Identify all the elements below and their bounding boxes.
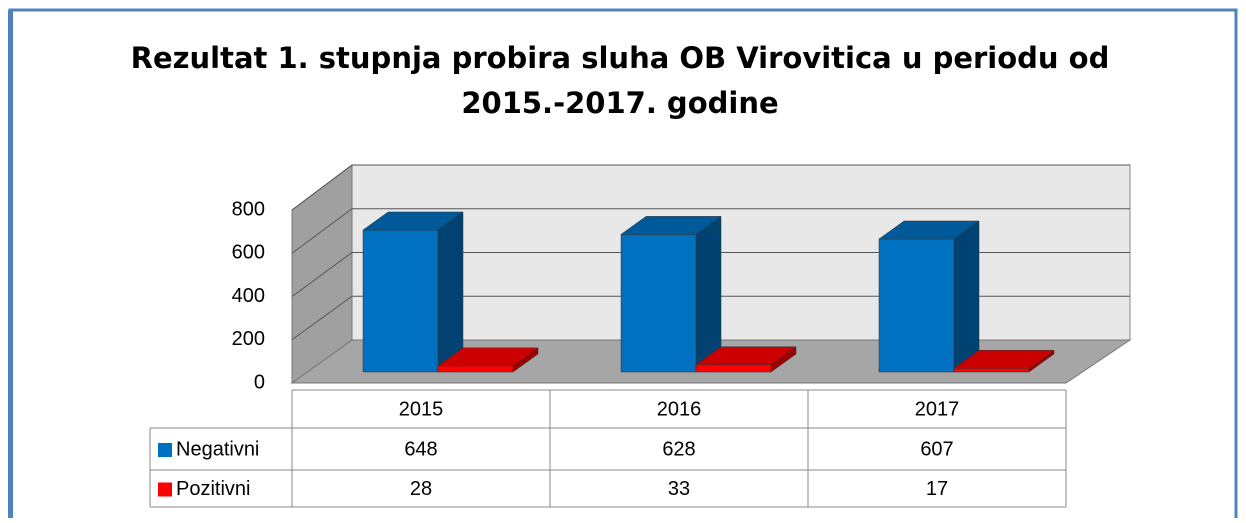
table-value: 28 xyxy=(410,478,432,500)
y-tick-label: 200 xyxy=(232,328,265,350)
x-tick-label: 2017 xyxy=(915,398,960,420)
bar xyxy=(953,368,1030,373)
y-tick-label: 800 xyxy=(232,198,265,220)
grid-line xyxy=(291,164,1130,211)
bar-side xyxy=(695,215,722,373)
bar-top xyxy=(878,220,980,240)
x-tick-label: 2016 xyxy=(657,398,702,420)
legend-key xyxy=(158,482,172,497)
legend-label: Pozitivni xyxy=(176,478,250,500)
table-value: 607 xyxy=(920,438,953,460)
bar-top xyxy=(362,211,464,231)
grid-line xyxy=(291,295,1130,341)
bar xyxy=(878,238,955,373)
y-tick-label: 0 xyxy=(254,371,265,393)
bar-top xyxy=(695,346,797,366)
table-value: 628 xyxy=(662,438,695,460)
chart-title: Rezultat 1. stupnja probira sluha OB Vir… xyxy=(131,41,1110,75)
bar xyxy=(620,234,697,373)
bar xyxy=(695,364,772,373)
frame-edge xyxy=(8,10,13,518)
bar xyxy=(437,365,514,373)
bar-side xyxy=(437,211,464,373)
legend-key xyxy=(158,443,172,457)
table-value: 33 xyxy=(668,478,690,500)
grid-line xyxy=(291,252,1130,297)
x-tick-label: 2015 xyxy=(399,398,444,420)
y-tick-label: 400 xyxy=(232,285,265,307)
bar-top xyxy=(620,216,722,235)
legend-label: Negativni xyxy=(176,438,259,460)
bar xyxy=(362,229,439,373)
bar-side xyxy=(953,220,980,373)
y-tick-label: 600 xyxy=(232,242,265,264)
chart-title: 2015.-2017. godine xyxy=(461,86,778,120)
bar-top xyxy=(437,347,539,367)
table-value: 648 xyxy=(404,438,437,460)
table-value: 17 xyxy=(926,478,948,500)
grid-line xyxy=(291,208,1130,254)
bar-top xyxy=(953,350,1055,369)
